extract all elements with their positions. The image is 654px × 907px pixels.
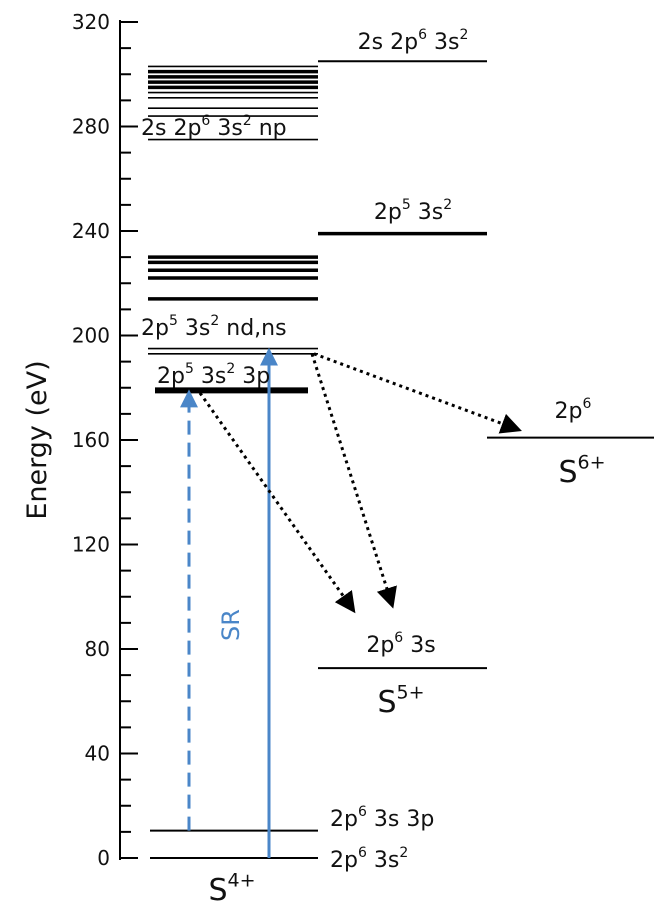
s5-2p-hole-config-label: 2p5​ 3s2​ — [374, 197, 452, 225]
tick-label: 280 — [72, 115, 110, 139]
sr-label: SR — [217, 609, 245, 641]
axis-title: Energy (eV) — [22, 360, 53, 519]
tick-label: 80 — [85, 637, 110, 661]
s4-ground-config-label: 2p6​ 3s2​ — [330, 845, 408, 873]
s5-ion-label: S5+​ — [377, 682, 424, 721]
tick-label: 0 — [97, 846, 110, 870]
level-labels: 2p6​ 3s2​ 2p6​ 3s 3p 2p5​ 3s2​ 3p 2p5​ 3s2​… — [141, 27, 606, 907]
tick-label: 40 — [85, 742, 110, 766]
s6-ion-label: S6+​ — [558, 452, 605, 491]
transition-arrows — [180, 347, 522, 858]
autoionization-arrow-s5-b — [310, 353, 397, 609]
s4-ion-label: S4+​ — [208, 870, 255, 907]
energy-axis: 0 40 80 120 160 200 240 280 320 Energy (eV) — [22, 10, 138, 870]
tick-label: 240 — [72, 219, 110, 243]
tick-label: 200 — [72, 324, 110, 348]
s6-ground-config-label: 2p6​ — [555, 396, 592, 424]
s5-2s-hole-config-label: 2s 2p6​ 3s2​ — [358, 27, 469, 55]
resonance-3p-config-label: 2p5​ 3s2​ 3p — [157, 361, 270, 389]
tick-label: 160 — [72, 428, 110, 452]
autoionization-arrow-s6 — [313, 352, 522, 434]
tick-label: 120 — [72, 533, 110, 557]
rydberg-np-config-label: 2s 2p6​ 3s2​ np — [141, 113, 287, 141]
s4-excited-config-label: 2p6​ 3s 3p — [330, 804, 434, 832]
autoionization-arrow-s5-a — [198, 392, 356, 614]
tick-label: 320 — [72, 10, 110, 34]
rydberg-ndns-config-label: 2p5​ 3s2​ nd,ns — [141, 313, 287, 341]
s5-ground-config-label: 2p6​ 3s — [366, 630, 435, 658]
energy-levels — [148, 60, 654, 859]
